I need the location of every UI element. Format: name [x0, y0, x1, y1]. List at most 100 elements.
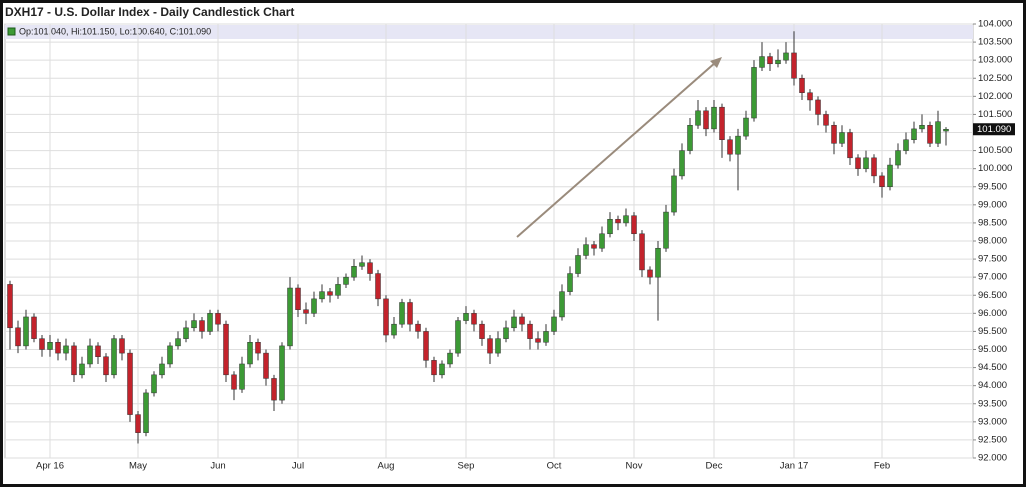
candle-body [631, 215, 637, 235]
y-tick-label: 94.000 [978, 380, 1007, 391]
y-tick-label: 103.000 [978, 55, 1012, 66]
candle-body [863, 157, 869, 169]
candle-body [791, 52, 797, 79]
candle-body [79, 363, 85, 376]
candle-body [407, 302, 413, 325]
y-tick-label: 92.500 [978, 434, 1007, 445]
x-tick-label: Nov [626, 461, 643, 472]
candle-body [183, 327, 189, 339]
candle-body [423, 331, 429, 361]
candle-body [351, 266, 357, 278]
candle-body [311, 298, 317, 314]
candle-body [255, 342, 261, 354]
candle-body [583, 244, 589, 256]
candle-body [623, 215, 629, 224]
x-tick-label: Aug [378, 461, 395, 472]
candle-body [327, 291, 333, 296]
candle-body [663, 211, 669, 249]
chart-title: DXH17 - U.S. Dollar Index - Daily Candle… [5, 5, 294, 19]
candle-body [591, 244, 597, 249]
candle-body [783, 52, 789, 61]
candle-body [535, 338, 541, 343]
candle-body [719, 106, 725, 140]
candle-body [431, 360, 437, 376]
candle-body [47, 342, 53, 350]
candle-body [71, 345, 77, 376]
candle-body [223, 323, 229, 376]
y-tick-label: 98.500 [978, 217, 1007, 228]
candle-body [727, 139, 733, 155]
candle-body [111, 338, 117, 376]
candle-body [519, 316, 525, 325]
candle-body [703, 110, 709, 130]
candle-body [607, 219, 613, 235]
y-tick-label: 93.000 [978, 416, 1007, 427]
candle-body [415, 323, 421, 332]
candle-body [511, 316, 517, 329]
candle-body [895, 150, 901, 166]
last-price-box [973, 123, 1015, 136]
trend-arrow-head [710, 57, 722, 68]
candle-body [87, 345, 93, 365]
y-tick-label: 97.000 [978, 272, 1007, 283]
candle-body [575, 255, 581, 274]
candle-body [471, 313, 477, 325]
candle-body [335, 284, 341, 296]
x-tick-label: Sep [458, 461, 475, 472]
candle-body [151, 374, 157, 394]
last-price-label: 101.090 [977, 124, 1011, 135]
candle-body [751, 67, 757, 119]
candle-body [303, 309, 309, 314]
candle-body [23, 316, 29, 347]
candle-body [831, 125, 837, 144]
candle-body [919, 125, 925, 130]
candle-body [671, 175, 677, 213]
y-tick-label: 96.500 [978, 290, 1007, 301]
candle-body [215, 313, 221, 325]
candle-body [847, 132, 853, 159]
candle-body [911, 128, 917, 140]
candle-body [39, 338, 45, 350]
candle-body [887, 164, 893, 188]
candle-body [615, 219, 621, 224]
x-tick-label: Jun [210, 461, 225, 472]
y-tick-label: 94.500 [978, 362, 1007, 373]
candle-body [239, 363, 245, 390]
candle-body [567, 273, 573, 292]
candle-body [359, 262, 365, 267]
candle-body [551, 316, 557, 332]
y-tick-label: 97.500 [978, 254, 1007, 265]
candle-body [55, 342, 61, 354]
candle-body [767, 56, 773, 65]
y-tick-label: 102.500 [978, 73, 1012, 84]
candle-body [159, 363, 165, 376]
candle-body [135, 414, 141, 433]
candle-body [599, 233, 605, 249]
candle-body [247, 342, 253, 365]
candle-body [903, 139, 909, 151]
x-tick-label: Jan 17 [780, 461, 809, 472]
candle-body [647, 269, 653, 278]
candle-body [711, 106, 717, 130]
candle-body [695, 110, 701, 126]
legend-band [5, 25, 973, 39]
candle-body [495, 338, 501, 354]
candle-body [399, 302, 405, 325]
y-tick-label: 103.500 [978, 37, 1012, 48]
candle-body [855, 157, 861, 169]
candle-body [559, 291, 565, 318]
candle-body [503, 327, 509, 339]
y-tick-label: 104.000 [978, 19, 1012, 30]
x-tick-label: Dec [706, 461, 723, 472]
candle-body [391, 323, 397, 336]
y-tick-label: 101.500 [978, 109, 1012, 120]
candle-body [279, 345, 285, 401]
candle-body [175, 338, 181, 347]
candle-body [799, 78, 805, 93]
y-tick-label: 95.500 [978, 326, 1007, 337]
candle-body [527, 323, 533, 339]
candle-body [775, 59, 781, 65]
candle-body [823, 114, 829, 126]
candle-body [455, 320, 461, 354]
